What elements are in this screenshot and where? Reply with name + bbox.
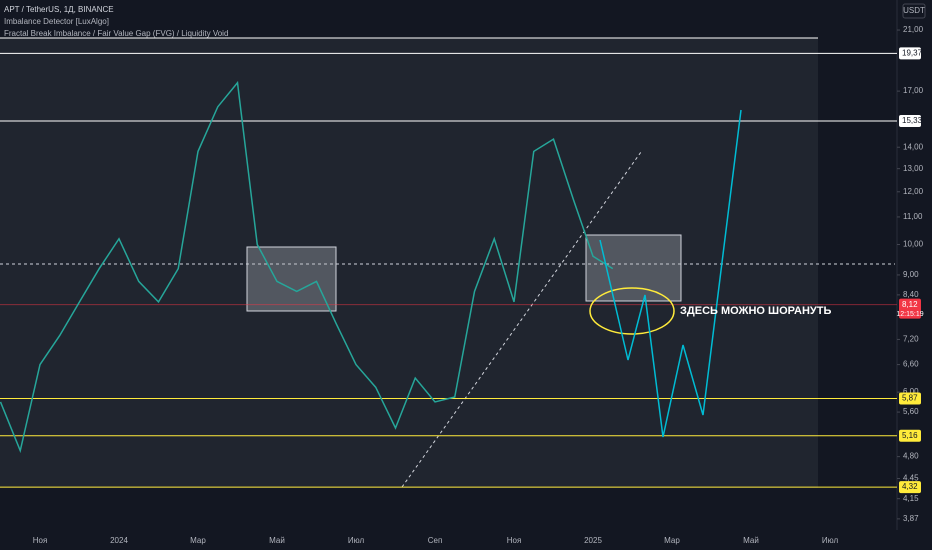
level-box [899, 298, 921, 319]
trend-line [401, 151, 642, 488]
imbalance-box [246, 246, 337, 312]
level-label: 4,32 [902, 482, 918, 491]
indicator: Imbalance Detector [LuxAlgo] [4, 17, 109, 26]
x-tick-label: 2025 [584, 536, 602, 545]
currency: USDT [903, 6, 925, 15]
x-tick-label: Ноя [507, 536, 522, 545]
y-tick-label: 6,00 [903, 387, 919, 396]
x-tick-label: 2024 [110, 536, 128, 545]
y-tick-label: 4,45 [903, 474, 919, 483]
level-box [899, 429, 921, 442]
price-line [0, 80, 614, 454]
imbalance-box [585, 234, 682, 302]
level-box [899, 392, 921, 405]
y-tick-label: 17,00 [903, 86, 924, 95]
x-tick-label: Мар [664, 536, 680, 545]
level-label: 5,87 [902, 394, 918, 403]
x-tick-label: Май [743, 536, 759, 545]
x-tick-label: Июл [822, 536, 839, 545]
y-tick-label: 6,60 [903, 360, 919, 369]
x-tick-label: Июл [348, 536, 365, 545]
x-tick-label: Ноя [33, 536, 48, 545]
y-tick-label: 4,80 [903, 452, 919, 461]
y-tick-label: 10,00 [903, 240, 924, 249]
indicator: Fractal Break Imbalance / Fair Value Gap… [4, 29, 228, 38]
timer: 12:15:19 [896, 311, 923, 318]
y-tick-label: 12,00 [903, 187, 924, 196]
plot: 21,00 17,00 14,00 13,00 12,00 11,00 10,00 9,00 8… [0, 25, 924, 545]
y-tick-label: 14,00 [903, 142, 924, 151]
y-tick-label: 11,00 [903, 212, 923, 221]
y-tick-label: 8,40 [903, 290, 919, 299]
projection [599, 109, 742, 438]
level-box [899, 115, 921, 128]
x-tick-label: Сеп [428, 536, 443, 545]
level-label: 8,12 [902, 300, 918, 309]
symbol: APT / TetherUS, 1Д, BINANCE [4, 5, 114, 14]
annotation: ЗДЕСЬ МОЖНО ШОРАНУТЬ [680, 305, 831, 317]
x-tick-label: Мар [190, 536, 206, 545]
y-tick-label: 3,87 [903, 514, 919, 523]
shaded-zone [0, 38, 818, 488]
level-box [899, 47, 921, 60]
y-tick-label: 9,00 [903, 270, 919, 279]
level-label: 19,37 [902, 49, 923, 58]
y-tick-label: 4,15 [903, 494, 919, 503]
level-box [899, 481, 921, 494]
level-label: 15,33 [902, 116, 923, 125]
y-tick-label: 13,00 [903, 164, 924, 173]
level-label: 5,16 [902, 431, 918, 440]
x-tick-label: Май [269, 536, 285, 545]
y-tick-label: 21,00 [903, 25, 924, 34]
y-tick-label: 7,20 [903, 335, 919, 344]
currency-box [902, 3, 926, 19]
highlight-ellipse [589, 287, 675, 335]
y-tick-label: 5,60 [903, 407, 919, 416]
